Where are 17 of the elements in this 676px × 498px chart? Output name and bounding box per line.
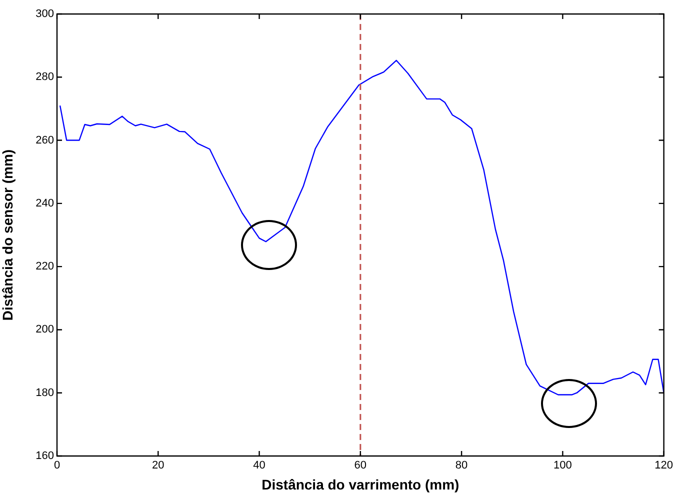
y-tick-label: 240 [36, 197, 54, 210]
y-tick-label: 180 [36, 386, 54, 399]
x-tick-label: 0 [54, 460, 60, 472]
y-tick-label: 200 [36, 324, 54, 336]
x-tick-label: 120 [654, 460, 674, 472]
x-tick-label: 100 [554, 460, 572, 472]
x-tick-label: 40 [253, 460, 266, 472]
y-tick-label: 300 [36, 8, 54, 20]
x-tick-label: 80 [455, 460, 468, 472]
x-tick-label: 20 [152, 460, 164, 472]
y-tick-label: 280 [36, 71, 54, 84]
x-axis-title: Distância do varrimento (mm) [262, 476, 460, 492]
y-tick-label: 220 [36, 260, 54, 273]
y-tick-label: 260 [36, 134, 54, 146]
x-tick-label: 60 [354, 460, 367, 472]
y-axis-title: Distância do sensor (mm) [0, 149, 16, 321]
y-tick-label: 160 [36, 450, 54, 462]
